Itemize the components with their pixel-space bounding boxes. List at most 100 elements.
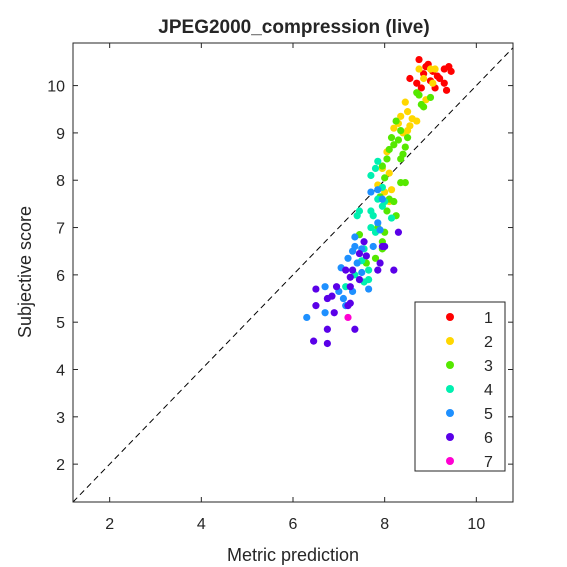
data-point-series-5: [351, 233, 359, 241]
data-point-series-3: [378, 162, 386, 170]
data-point-series-4: [378, 202, 386, 210]
data-point-series-6: [376, 259, 384, 267]
data-point-series-3: [415, 91, 423, 99]
data-point-series-6: [346, 299, 354, 307]
data-point-series-5: [348, 247, 357, 255]
y-tick-label: 2: [56, 457, 65, 474]
data-point-series-2: [390, 124, 398, 132]
y-tick-label: 10: [47, 79, 65, 96]
y-tick-label: 7: [56, 221, 65, 238]
chart-title: JPEG2000_compression (live): [158, 17, 429, 38]
data-point-series-3: [390, 197, 398, 206]
legend-label-7: 7: [484, 454, 493, 471]
data-point-series-6: [355, 275, 364, 284]
data-point-series-6: [323, 339, 331, 348]
data-point-series-2: [401, 98, 409, 106]
x-tick-label: 10: [467, 516, 485, 533]
data-point-series-3: [387, 134, 396, 142]
data-point-series-6: [346, 283, 354, 291]
data-point-series-6: [374, 266, 382, 274]
data-point-series-6: [312, 302, 320, 310]
reference-diagonal-line: [72, 47, 514, 503]
reference-line-layer: [72, 47, 514, 503]
data-point-series-4: [387, 214, 396, 222]
data-point-series-6: [323, 325, 331, 333]
data-point-series-2: [415, 65, 423, 73]
data-point-series-5: [367, 188, 375, 196]
data-point-series-5: [374, 219, 382, 227]
legend-label-6: 6: [484, 430, 493, 447]
legend-marker-5: [446, 409, 454, 417]
data-point-series-5: [365, 285, 373, 293]
data-point-series-3: [385, 145, 393, 154]
data-point-series-6: [346, 273, 354, 281]
data-point-series-3: [394, 136, 403, 144]
data-point-series-6: [360, 238, 368, 246]
y-tick-label: 6: [56, 268, 65, 285]
data-point-series-5: [353, 259, 361, 267]
data-point-series-6: [323, 294, 331, 303]
data-point-series-6: [332, 283, 341, 291]
data-point-series-6: [342, 266, 350, 274]
data-point-series-5: [321, 283, 329, 291]
data-point-series-3: [397, 126, 405, 135]
data-point-series-1: [413, 79, 421, 87]
data-point-series-5: [378, 195, 386, 203]
data-point-series-2: [413, 117, 421, 125]
data-point-series-2: [403, 108, 412, 116]
data-point-series-7: [344, 313, 352, 322]
data-point-series-2: [429, 79, 437, 87]
data-point-series-1: [406, 74, 414, 83]
data-point-series-2: [431, 65, 439, 73]
data-point-series-4: [365, 266, 373, 274]
data-point-series-5: [369, 242, 377, 251]
y-axis-ticks: 2 3 4 5 6 7 8 9 10: [47, 79, 513, 474]
data-point-series-4: [374, 157, 382, 165]
x-tick-label: 4: [197, 516, 206, 533]
data-point-series-2: [387, 186, 396, 194]
data-point-series-1: [440, 79, 448, 87]
data-point-series-1: [445, 63, 453, 71]
data-point-series-6: [330, 309, 338, 317]
legend-marker-1: [446, 313, 454, 321]
legend-marker-6: [446, 433, 454, 441]
data-point-series-3: [420, 103, 428, 111]
data-point-series-3: [381, 174, 389, 182]
legend-label-4: 4: [484, 382, 493, 399]
data-point-series-4: [371, 164, 380, 172]
data-point-series-2: [385, 169, 393, 177]
data-point-series-5: [321, 309, 329, 317]
data-point-series-2: [420, 74, 428, 83]
legend: 1 2 3 4 5 6 7: [414, 301, 506, 472]
y-tick-label: 3: [56, 410, 65, 427]
x-axis-ticks: 2 4 6 8 10: [105, 43, 485, 533]
data-point-series-6: [394, 228, 403, 236]
data-point-series-1: [415, 55, 423, 64]
data-point-series-4: [367, 171, 375, 180]
data-point-series-2: [403, 126, 412, 135]
x-tick-label: 6: [289, 516, 298, 533]
data-point-series-6: [378, 242, 386, 251]
legend-marker-4: [446, 385, 454, 393]
data-point-series-5: [339, 294, 348, 303]
data-point-series-6: [312, 285, 320, 293]
y-tick-label: 8: [56, 173, 65, 190]
data-point-series-3: [401, 143, 409, 151]
data-point-series-3: [401, 178, 409, 187]
data-point-series-5: [344, 254, 352, 262]
legend-marker-3: [446, 361, 454, 369]
data-point-series-6: [348, 266, 357, 274]
y-tick-label: 5: [56, 315, 65, 332]
legend-marker-2: [446, 337, 454, 345]
data-point-series-3: [397, 155, 405, 163]
data-point-series-4: [367, 223, 375, 232]
data-point-series-5: [374, 186, 382, 194]
data-point-series-6: [362, 252, 370, 260]
data-point-series-6: [351, 325, 359, 333]
data-point-series-1: [442, 86, 451, 94]
data-point-series-3: [392, 117, 400, 125]
y-axis-label: Subjective score: [15, 206, 35, 338]
legend-label-5: 5: [484, 406, 493, 423]
